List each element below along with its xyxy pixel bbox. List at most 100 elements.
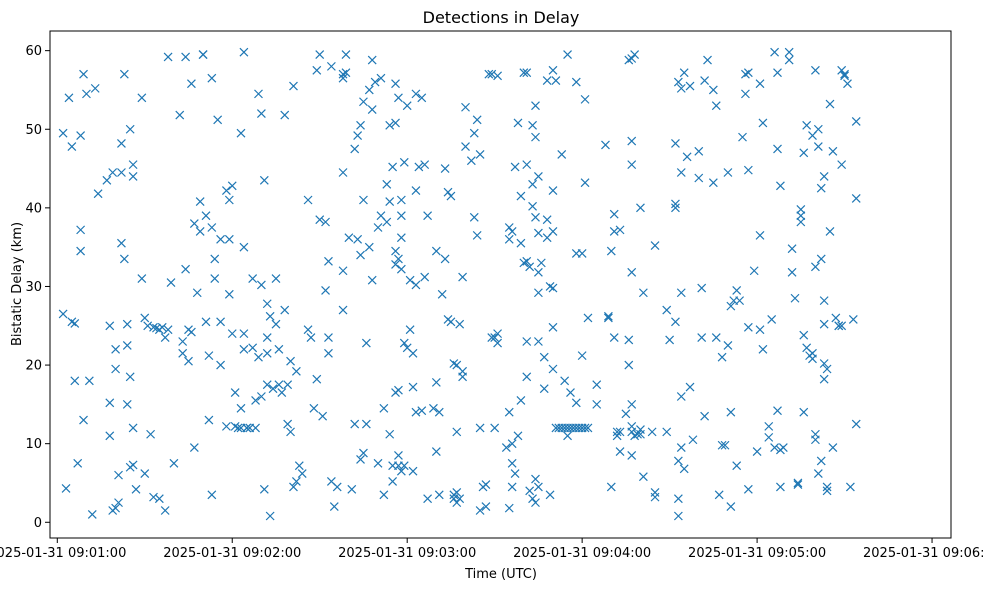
data-point — [638, 288, 648, 298]
data-point — [615, 225, 625, 235]
data-point — [636, 203, 645, 213]
data-point — [490, 423, 500, 433]
data-point — [711, 333, 721, 342]
data-point — [743, 322, 753, 332]
data-point — [819, 319, 829, 329]
data-point — [405, 325, 415, 335]
data-point — [128, 171, 138, 181]
data-point — [533, 171, 543, 181]
data-point — [458, 272, 468, 282]
data-point — [105, 398, 115, 408]
data-point — [385, 120, 395, 130]
data-point — [446, 191, 456, 201]
data-point — [784, 55, 794, 65]
data-point — [609, 227, 619, 236]
data-point — [443, 187, 453, 197]
data-point — [816, 456, 826, 466]
data-point — [580, 178, 590, 188]
data-point — [735, 296, 745, 306]
data-point — [76, 246, 86, 256]
data-point — [533, 288, 543, 298]
data-point — [259, 175, 269, 185]
data-point — [741, 89, 750, 99]
data-point — [671, 203, 680, 213]
data-point — [297, 469, 307, 478]
data-point — [239, 329, 249, 339]
data-point — [822, 482, 832, 492]
data-point — [239, 242, 249, 252]
data-point — [542, 76, 552, 85]
data-point — [528, 120, 537, 130]
x-axis: 2025-01-31 09:01:00 2025-01-31 09:02:00 20… — [0, 538, 984, 561]
data-point — [571, 77, 581, 87]
data-point — [758, 344, 768, 354]
data-point — [204, 351, 214, 361]
data-point — [195, 197, 205, 206]
data-point — [682, 152, 692, 162]
data-point — [676, 83, 686, 93]
data-point — [396, 264, 406, 274]
data-point — [76, 131, 86, 140]
data-point — [808, 354, 817, 364]
data-point — [560, 376, 570, 386]
data-point — [431, 377, 441, 387]
data-point — [493, 338, 503, 348]
data-point — [796, 205, 806, 214]
data-point — [359, 195, 368, 205]
data-point — [472, 230, 482, 240]
data-point — [810, 65, 820, 75]
data-point — [420, 160, 430, 170]
data-point — [216, 360, 226, 370]
data-point — [82, 89, 91, 99]
data-point — [391, 118, 400, 128]
data-point — [137, 93, 147, 103]
data-point — [236, 403, 246, 413]
data-point — [143, 321, 153, 331]
data-point — [396, 211, 406, 221]
data-point — [61, 484, 71, 493]
data-point — [609, 333, 619, 342]
data-point — [402, 101, 412, 111]
data-point — [679, 68, 689, 78]
data-point — [111, 364, 121, 374]
data-point — [262, 333, 272, 342]
data-point — [673, 456, 683, 466]
data-point — [353, 131, 363, 140]
data-point — [382, 217, 392, 227]
data-point — [577, 249, 587, 258]
data-point — [507, 458, 517, 468]
data-point — [283, 380, 293, 390]
data-point — [268, 384, 278, 394]
data-point — [533, 228, 543, 238]
data-point — [837, 321, 847, 331]
data-point — [501, 443, 511, 453]
data-point — [676, 288, 686, 298]
data-point — [845, 482, 855, 492]
data-point — [490, 333, 500, 342]
data-point — [548, 65, 558, 75]
data-point — [70, 376, 80, 386]
data-point — [388, 476, 398, 486]
data-point — [522, 256, 532, 266]
data-point — [627, 451, 637, 460]
data-point — [283, 419, 293, 429]
data-point — [186, 327, 196, 337]
data-point — [367, 55, 377, 65]
data-point — [840, 71, 849, 81]
data-point — [548, 364, 558, 374]
data-point — [318, 411, 328, 421]
data-point — [239, 344, 249, 354]
data-point — [394, 385, 403, 395]
data-point — [356, 120, 365, 130]
data-point — [504, 503, 514, 513]
data-point — [813, 142, 823, 151]
data-point — [627, 160, 637, 170]
data-point — [181, 264, 191, 274]
data-point — [411, 89, 421, 99]
data-point — [149, 322, 158, 332]
data-point — [277, 388, 287, 398]
data-point — [837, 160, 847, 170]
data-point — [262, 299, 272, 309]
data-point — [723, 340, 733, 350]
data-point — [373, 458, 383, 468]
